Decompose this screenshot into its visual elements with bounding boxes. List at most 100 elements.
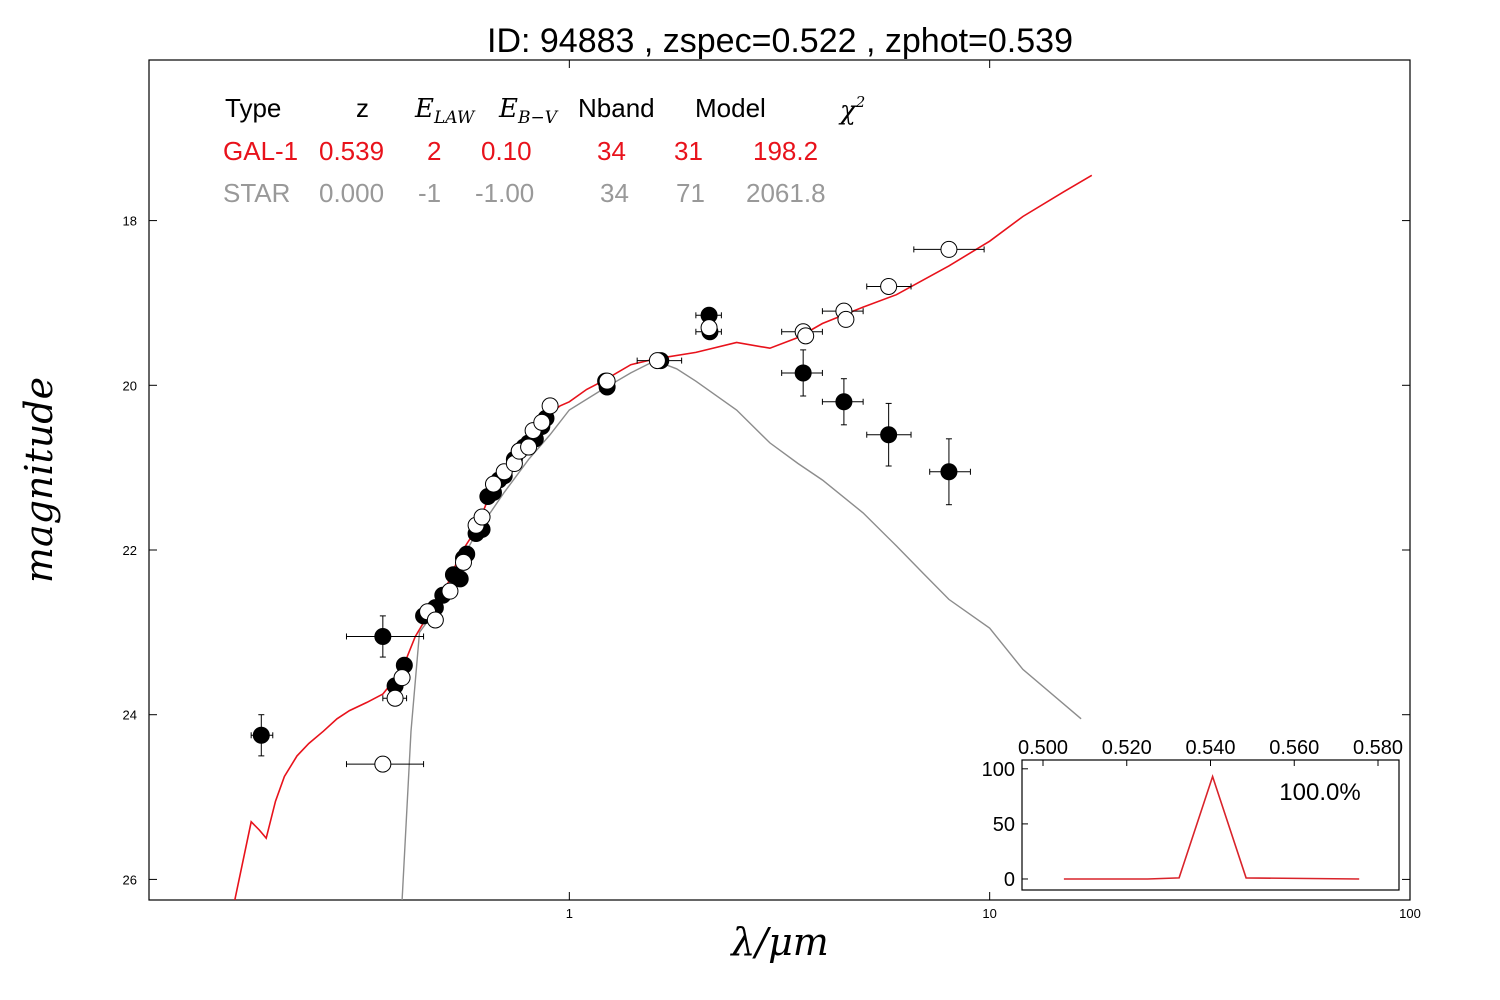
filled-marker xyxy=(252,726,270,744)
filled-marker xyxy=(835,393,853,411)
model-point xyxy=(473,508,491,526)
pdz-axis-ticks: 0.500 0.520 0.540 0.560 0.580 0 50 100 xyxy=(982,737,1403,891)
open-marker xyxy=(484,475,502,493)
model-point xyxy=(541,397,559,415)
pdz-annotation: 100.0% xyxy=(1279,779,1360,806)
model-point xyxy=(393,669,411,687)
pdz-x-tick-label: 0.500 xyxy=(1018,737,1068,759)
detected-point xyxy=(250,714,274,757)
fit-row-star: STAR 0.000 -1 -1.00 34 71 2061.8 xyxy=(223,178,826,208)
star-chi2: 2061.8 xyxy=(746,178,826,208)
pdz-curve xyxy=(1063,773,1360,880)
open-marker xyxy=(441,582,459,600)
detected-point xyxy=(345,615,425,658)
chart-title: ID: 94883 , zspec=0.522 , zphot=0.539 xyxy=(487,22,1073,60)
model-point xyxy=(598,372,616,390)
fit-row-galaxy: GAL-1 0.539 2 0.10 34 31 198.2 xyxy=(223,136,818,166)
star-ebv: -1.00 xyxy=(475,178,534,208)
main-plot-frame xyxy=(148,59,1411,901)
pdz-x-tick-label: 0.520 xyxy=(1102,737,1152,759)
pdz-y-tick-label: 100 xyxy=(982,759,1015,781)
header-chi2: χ2 xyxy=(838,93,865,126)
gal-model: 31 xyxy=(674,136,703,166)
open-marker xyxy=(880,277,898,295)
fit-table: Type z ELAW EB−V Nband Model χ2 GAL-1 0.… xyxy=(223,93,865,208)
pdz-x-tick-label: 0.580 xyxy=(1353,737,1403,759)
star-model: 71 xyxy=(676,178,705,208)
photometry-points xyxy=(250,240,985,773)
model-point xyxy=(648,352,666,370)
detected-point xyxy=(451,570,469,588)
gal-chi2: 198.2 xyxy=(753,136,818,166)
open-marker xyxy=(426,611,444,629)
open-marker xyxy=(386,689,404,707)
y-tick-label: 24 xyxy=(123,708,137,723)
star-model-curve xyxy=(401,359,1082,901)
model-point xyxy=(837,310,855,328)
model-point xyxy=(520,438,538,456)
header-ebv: EB−V xyxy=(498,94,559,128)
pdz-x-tick-label: 0.560 xyxy=(1269,737,1319,759)
star-z: 0.000 xyxy=(319,178,384,208)
pdz-y-tick-label: 0 xyxy=(1004,869,1015,891)
gal-type: GAL-1 xyxy=(223,136,298,166)
open-marker xyxy=(648,352,666,370)
header-nband: Nband xyxy=(578,93,655,123)
model-point xyxy=(797,327,815,345)
open-marker xyxy=(837,310,855,328)
open-marker xyxy=(454,553,472,571)
star-type: STAR xyxy=(223,178,290,208)
pdz-inset: 0.500 0.520 0.540 0.560 0.580 0 50 100 100.0% xyxy=(982,737,1403,891)
header-model: Model xyxy=(695,93,766,123)
model-point xyxy=(382,689,408,707)
gal-ebv: 0.10 xyxy=(481,136,532,166)
gal-elaw: 2 xyxy=(427,136,441,166)
x-tick-label: 10 xyxy=(982,906,996,921)
open-marker xyxy=(393,669,411,687)
filled-marker xyxy=(940,463,958,481)
header-elaw: ELAW xyxy=(414,94,476,128)
open-marker xyxy=(541,397,559,415)
open-marker xyxy=(940,240,958,258)
pdz-y-tick-label: 50 xyxy=(993,814,1015,836)
header-z: z xyxy=(356,93,369,123)
model-point xyxy=(345,755,425,773)
star-elaw: -1 xyxy=(418,178,441,208)
filled-marker xyxy=(794,364,812,382)
model-spectra xyxy=(234,174,1093,901)
open-marker xyxy=(533,413,551,431)
filled-marker xyxy=(451,570,469,588)
x-axis-label: λ/μm xyxy=(729,920,829,964)
filled-marker xyxy=(880,426,898,444)
open-marker xyxy=(374,755,392,773)
open-marker xyxy=(520,438,538,456)
detected-point xyxy=(821,378,864,426)
filled-marker xyxy=(374,627,392,645)
model-point xyxy=(866,277,912,295)
model-point xyxy=(700,319,718,337)
model-point xyxy=(913,240,985,258)
y-axis-label: magnitude xyxy=(17,377,61,583)
detected-point xyxy=(781,349,823,397)
galaxy-model-curve xyxy=(234,174,1093,901)
y-tick-label: 18 xyxy=(123,214,137,229)
open-marker xyxy=(797,327,815,345)
model-point xyxy=(454,553,472,571)
model-point xyxy=(533,413,551,431)
model-point xyxy=(426,611,444,629)
open-marker xyxy=(598,372,616,390)
header-type: Type xyxy=(225,93,281,123)
model-point xyxy=(441,582,459,600)
x-tick-label: 1 xyxy=(566,906,573,921)
pdz-x-tick-label: 0.540 xyxy=(1185,737,1235,759)
model-point xyxy=(484,475,502,493)
y-tick-label: 26 xyxy=(123,872,137,887)
y-tick-label: 20 xyxy=(123,378,137,393)
gal-nband: 34 xyxy=(597,136,626,166)
y-tick-label: 22 xyxy=(123,543,137,558)
gal-z: 0.539 xyxy=(319,136,384,166)
open-marker xyxy=(700,319,718,337)
star-nband: 34 xyxy=(600,178,629,208)
